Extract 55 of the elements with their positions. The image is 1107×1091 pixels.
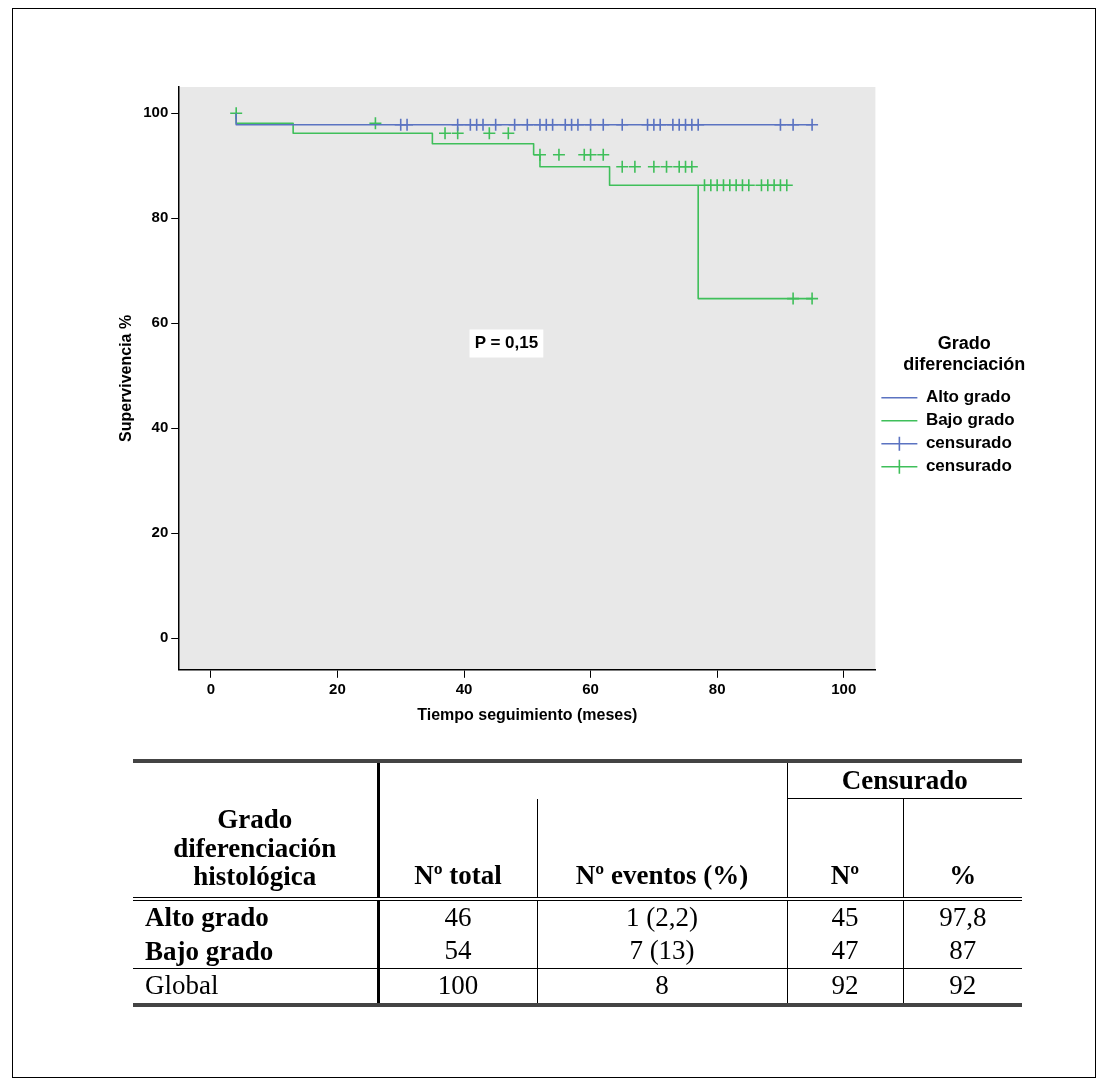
category-label: Bajo grado <box>145 935 274 966</box>
y-tick-label: 0 <box>159 628 169 646</box>
y-tick-label: 80 <box>151 208 169 226</box>
y-tick-label: 100 <box>143 103 169 121</box>
point <box>659 160 674 174</box>
text: 1 (2,2) <box>626 901 698 932</box>
text: 54 <box>444 935 472 966</box>
legend-title: Grado diferenciación <box>903 332 1026 375</box>
category-label: Alto grado <box>145 901 269 932</box>
legend-label: censurado <box>925 456 1041 476</box>
y-tick-label: 20 <box>151 523 169 541</box>
category-label: Nº total <box>413 858 503 892</box>
point <box>583 147 598 162</box>
point <box>501 126 516 140</box>
x-tick-label: 100 <box>831 679 857 697</box>
point <box>685 160 699 174</box>
annotation: P = 0,15 <box>474 333 539 353</box>
y-tick-label: 40 <box>151 418 169 436</box>
text: 7 (13) <box>629 935 695 966</box>
legend-label: Bajo grado <box>925 410 1043 430</box>
legend-label: Alto grado <box>925 387 1040 407</box>
x-axis-title: Tiempo seguimiento (meses) <box>417 705 638 723</box>
point <box>628 160 642 174</box>
text: 97,8 <box>939 901 987 932</box>
y-axis-title: Supervivencia % <box>117 314 135 442</box>
legend-label: censurado <box>925 433 1041 453</box>
point <box>368 116 383 131</box>
text: 92 <box>949 969 977 1000</box>
point <box>438 126 452 140</box>
x-tick-label: 60 <box>582 679 599 697</box>
text: 87 <box>949 935 977 966</box>
x-tick-label: 0 <box>206 679 216 697</box>
text: 46 <box>444 901 472 932</box>
x-tick-label: 80 <box>708 679 726 697</box>
category-label: Grado diferenciación histológica <box>133 761 378 899</box>
x-tick-label: 40 <box>455 679 473 697</box>
point <box>647 160 661 174</box>
text: 45 <box>831 901 859 932</box>
point <box>615 160 630 174</box>
text: 47 <box>831 935 859 966</box>
text: 92 <box>831 969 859 1000</box>
point <box>596 147 611 162</box>
text: 100 <box>437 969 479 1000</box>
category-label: Nº <box>787 798 903 899</box>
text: Censurado <box>787 761 1022 799</box>
point <box>779 178 794 192</box>
point <box>742 178 756 192</box>
category-label: % <box>903 798 1022 899</box>
category-label: Global <box>145 970 219 1001</box>
point <box>482 126 497 140</box>
category-label: Nº eventos (%) <box>537 798 787 899</box>
x-tick-label: 20 <box>329 679 346 697</box>
point <box>552 147 566 162</box>
y-tick-label: 60 <box>151 313 169 331</box>
text: 8 <box>655 969 669 1000</box>
